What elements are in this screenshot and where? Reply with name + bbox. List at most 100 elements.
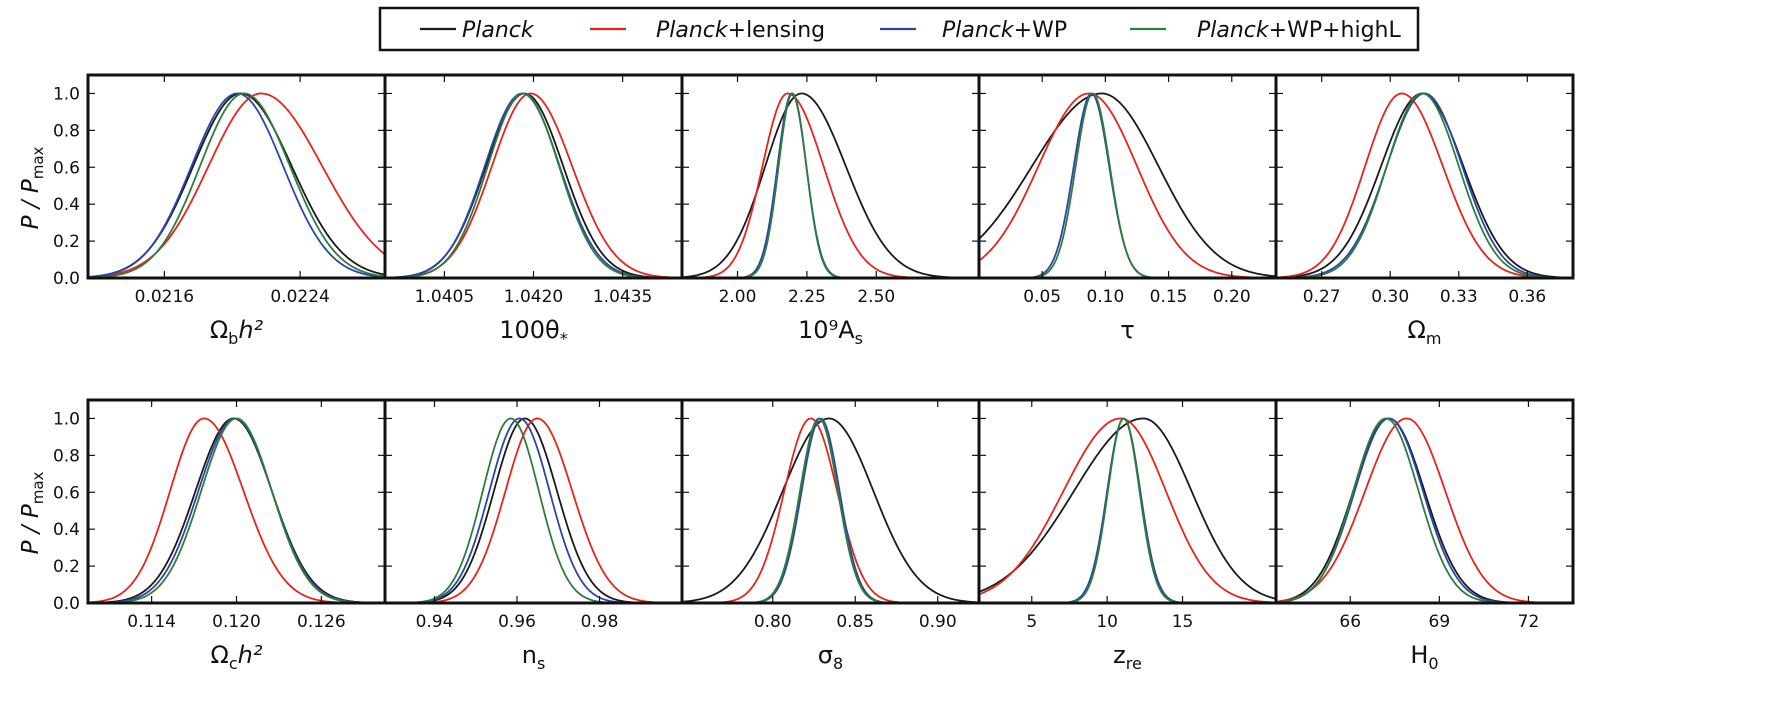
- y-tick-label: 0.8: [53, 121, 80, 141]
- curves: [1276, 92, 1573, 278]
- panel-4: 0.05 0.10 0.15 0.20 τ: [977, 73, 1278, 344]
- series-line: [385, 417, 682, 603]
- x-tick-label: 0.36: [1508, 287, 1546, 307]
- x-axis-label: Ωm: [1408, 316, 1442, 348]
- series-line: [682, 92, 979, 278]
- x-tick-label: 15: [1172, 612, 1194, 632]
- series-line: [88, 92, 385, 278]
- legend-entry-planck-wp: Planck+WP: [880, 18, 1067, 43]
- y-tick-label: 0.2: [53, 232, 80, 252]
- series-line: [1276, 417, 1573, 603]
- y-tick-label: 0.8: [53, 446, 80, 466]
- legend-entry-planck: Planck: [420, 18, 535, 43]
- panel-frame: [1274, 73, 1575, 280]
- series-line: [979, 417, 1276, 603]
- x-axis-label: ns: [522, 641, 546, 673]
- x-tick-label: 10: [1096, 612, 1118, 632]
- y-tick-label: 0.4: [53, 195, 80, 215]
- series-line: [88, 417, 385, 603]
- series-line: [88, 92, 385, 278]
- x-tick-label: 0.98: [581, 612, 619, 632]
- legend: Planck Planck+lensing Planck+WP Planck+W…: [378, 6, 1420, 52]
- x-tick-label: 0.33: [1440, 287, 1478, 307]
- series-line: [1276, 92, 1573, 278]
- panels: 0.0216 0.0224 0.0 0.2 0.4 0.6 0.8 1.0 Ωbh² 1.0405…: [53, 73, 1575, 673]
- legend-label: Planck+lensing: [656, 18, 825, 43]
- curves: [88, 417, 385, 603]
- x-tick-label: 2.00: [719, 287, 757, 307]
- panel-7: 0.94 0.96 0.98 ns: [383, 398, 684, 673]
- series-line: [1276, 92, 1573, 278]
- x-tick-label: 72: [1518, 612, 1540, 632]
- y-tick-label: 0.6: [53, 483, 80, 503]
- x-tick-label: 1.0420: [504, 287, 563, 307]
- panel-frame: [86, 73, 387, 280]
- x-axis-label: zre: [1113, 641, 1142, 673]
- panel-1: 0.0216 0.0224 0.0 0.2 0.4 0.6 0.8 1.0 Ωbh²: [53, 73, 387, 348]
- series-line: [88, 92, 385, 278]
- series-line: [979, 417, 1276, 603]
- row-1-ylabel: P / Pmax: [18, 146, 47, 229]
- series-line: [979, 92, 1276, 278]
- panel-10: 66 69 72 H0: [1274, 398, 1575, 673]
- series-line: [682, 92, 979, 278]
- x-tick-label: 66: [1339, 612, 1361, 632]
- panel-8: 0.80 0.85 0.90 σ8: [680, 398, 981, 673]
- y-tick-label: 1.0: [53, 409, 80, 429]
- curves: [88, 92, 385, 278]
- x-axis-label: σ8: [818, 641, 843, 673]
- panel-frame: [977, 73, 1278, 280]
- y-tick-label: 0.2: [53, 557, 80, 577]
- x-axis-label: 10⁹As: [798, 316, 863, 348]
- curves: [385, 92, 682, 278]
- series-line: [979, 417, 1276, 603]
- x-tick-label: 1.0405: [415, 287, 474, 307]
- y-tick-label: 0.0: [53, 594, 80, 614]
- series-line: [979, 92, 1276, 278]
- panel-frame: [1274, 398, 1575, 605]
- x-tick-label: 0.20: [1213, 287, 1251, 307]
- series-line: [385, 417, 682, 603]
- series-line: [88, 417, 385, 603]
- panel-frame: [680, 73, 981, 280]
- series-line: [979, 417, 1276, 600]
- x-tick-label: 0.27: [1303, 287, 1341, 307]
- x-tick-label: 2.25: [788, 287, 826, 307]
- x-tick-label: 0.114: [127, 612, 176, 632]
- series-line: [385, 92, 682, 278]
- x-axis-label: 100θ*: [499, 316, 568, 348]
- series-line: [682, 417, 979, 603]
- panel-frame: [383, 73, 684, 280]
- y-tick-label: 1.0: [53, 84, 80, 104]
- x-tick-label: 0.94: [416, 612, 454, 632]
- x-tick-label: 69: [1429, 612, 1451, 632]
- row-2-ylabel: P / Pmax: [18, 471, 47, 554]
- panel-6: 0.114 0.120 0.126 0.0 0.2 0.4 0.6 0.8 1.0 Ωch²: [53, 398, 387, 673]
- x-tick-label: 0.80: [754, 612, 792, 632]
- panel-frame: [86, 398, 387, 605]
- x-tick-label: 0.120: [212, 612, 261, 632]
- panel-frame: [977, 398, 1278, 605]
- x-tick-label: 0.90: [919, 612, 957, 632]
- curves: [979, 417, 1276, 603]
- legend-entry-planck-wp-highl: Planck+WP+highL: [1130, 18, 1401, 43]
- legend-label: Planck+WP+highL: [1197, 18, 1401, 43]
- x-axis-label: Ωch²: [211, 641, 263, 673]
- x-tick-label: 0.0224: [270, 287, 329, 307]
- x-tick-label: 0.85: [836, 612, 874, 632]
- x-axis-label: τ: [1120, 316, 1134, 344]
- x-tick-label: 1.0435: [593, 287, 652, 307]
- curves: [979, 92, 1276, 278]
- legend-label: Planck+WP: [942, 18, 1067, 43]
- y-tick-label: 0.6: [53, 158, 80, 178]
- legend-entry-planck-lensing: Planck+lensing: [590, 18, 825, 43]
- series-line: [385, 92, 682, 278]
- series-line: [88, 417, 385, 603]
- series-line: [979, 92, 1276, 278]
- series-line: [88, 92, 385, 278]
- y-tick-label: 0.4: [53, 520, 80, 540]
- curves: [1276, 417, 1573, 603]
- curves: [385, 417, 682, 603]
- x-tick-label: 2.50: [857, 287, 895, 307]
